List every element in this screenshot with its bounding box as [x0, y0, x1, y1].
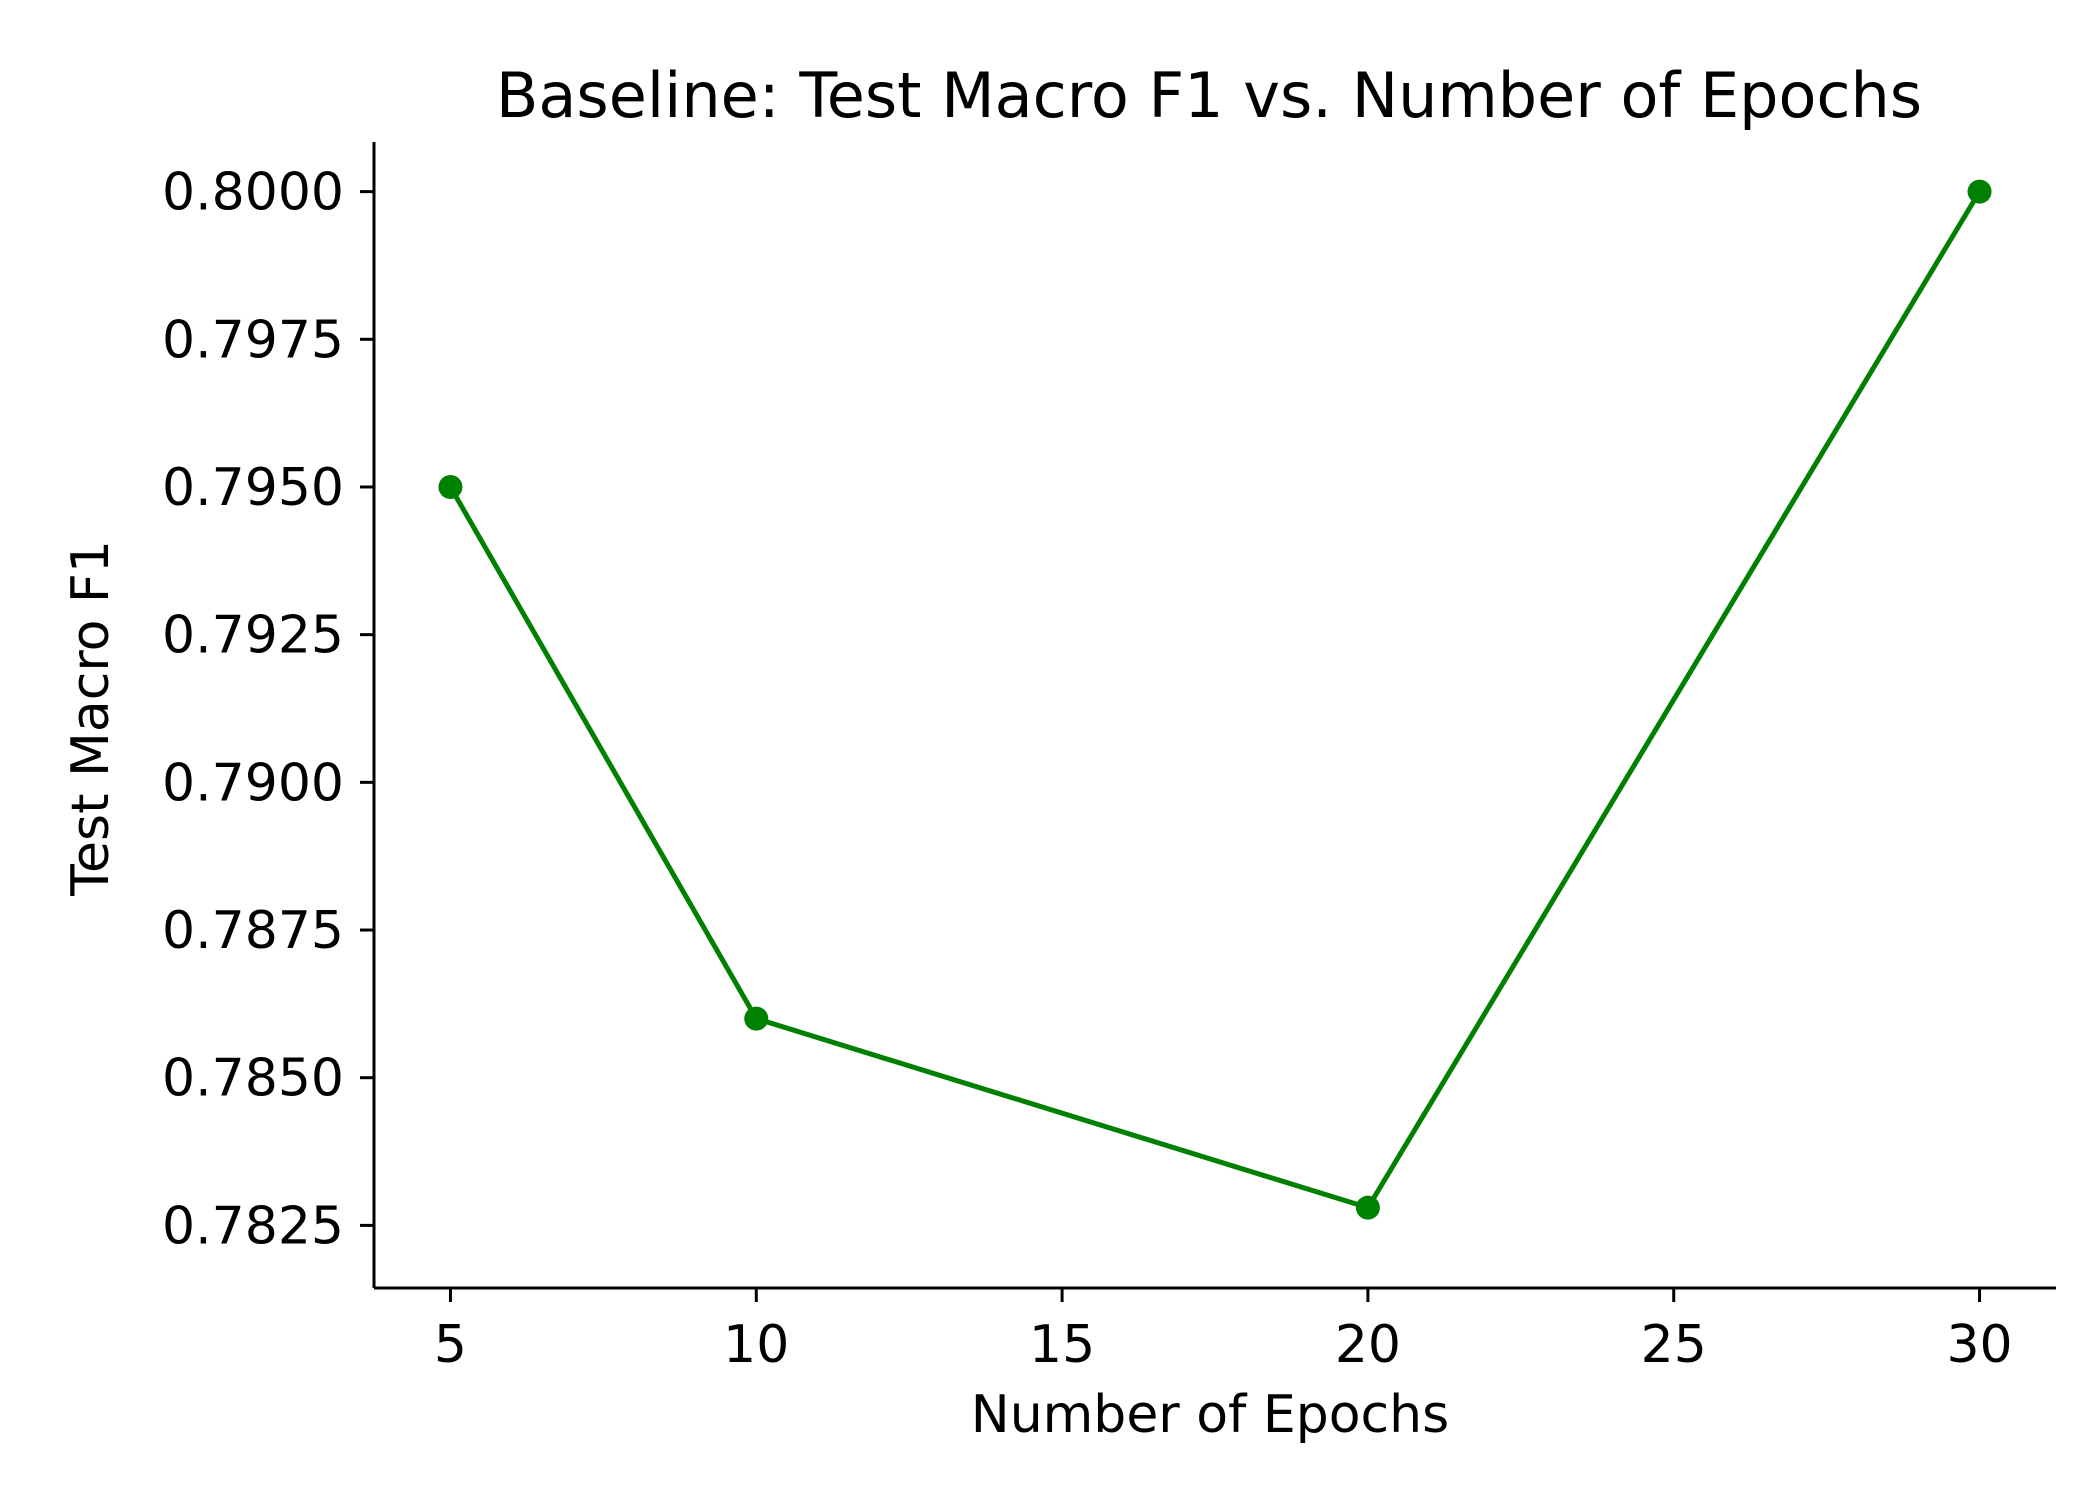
data-point [438, 474, 463, 499]
y-tick-label: 0.7950 [162, 458, 344, 518]
y-tick-label: 0.7875 [162, 901, 344, 961]
y-tick-label: 0.7900 [162, 753, 344, 813]
data-points [438, 179, 1992, 1220]
f1-series-line [447, 189, 1983, 1211]
x-tick-label: 25 [1641, 1315, 1707, 1375]
y-tick-label: 0.7825 [162, 1196, 344, 1256]
data-point [744, 1006, 769, 1031]
y-tick-label: 0.7850 [162, 1049, 344, 1109]
x-axis-label: Number of Epochs [971, 1385, 1449, 1445]
x-tick-label: 20 [1335, 1315, 1401, 1375]
x-tick-label: 10 [723, 1315, 789, 1375]
y-axis-ticks: 0.7825 0.7850 0.7875 0.7900 0.7925 0.7950 0.79… [162, 163, 374, 1256]
y-tick-label: 0.7975 [162, 310, 344, 370]
x-tick-label: 30 [1946, 1315, 2012, 1375]
x-tick-label: 15 [1029, 1315, 1095, 1375]
x-axis-ticks: 5 10 15 20 25 30 [434, 1288, 2013, 1375]
x-tick-label: 5 [434, 1315, 467, 1375]
data-point [1355, 1195, 1380, 1220]
y-tick-label: 0.8000 [162, 163, 344, 223]
chart-title: Baseline: Test Macro F1 vs. Number of Ep… [496, 59, 1922, 132]
y-axis-label: Test Macro F1 [61, 540, 121, 897]
y-tick-label: 0.7925 [162, 606, 344, 666]
data-point [1967, 179, 1992, 204]
